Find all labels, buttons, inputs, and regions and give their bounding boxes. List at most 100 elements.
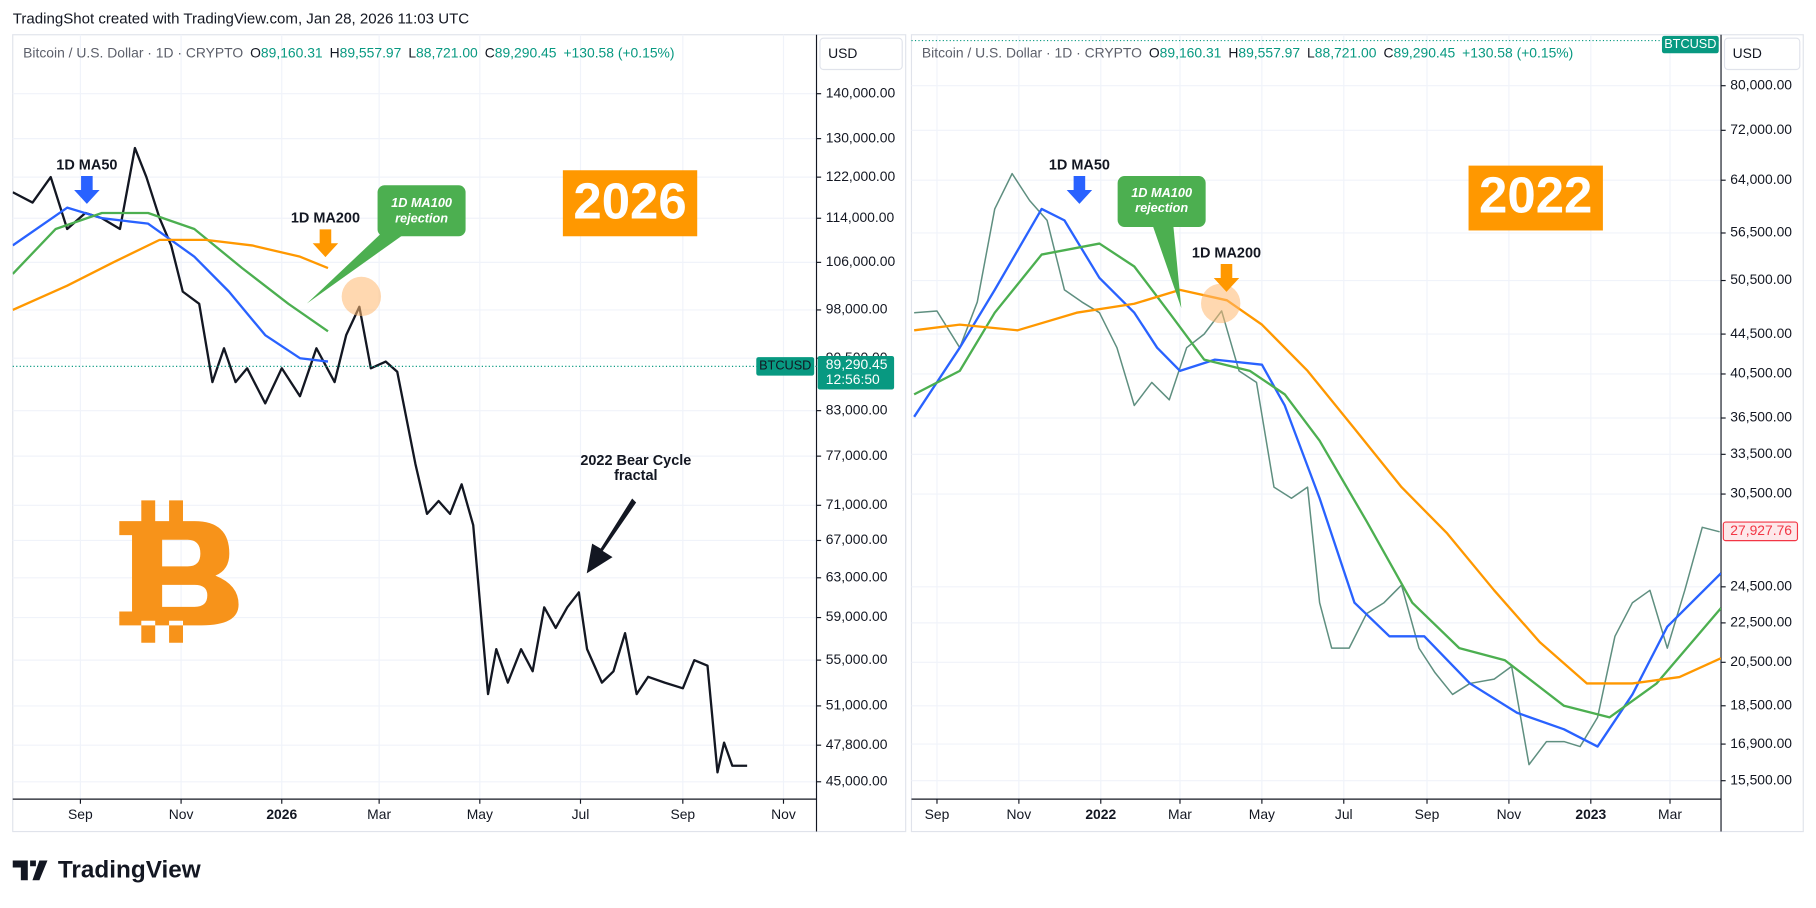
change: +130.58 (+0.15%): [563, 44, 674, 60]
legend-header: Bitcoin / U.S. Dollar · 1D · CRYPTO O89,1…: [922, 44, 1573, 60]
symbol-badge: [1661, 35, 1719, 54]
y-tick-label: 72,000.00: [1730, 121, 1792, 137]
x-tick-label: Jul: [572, 806, 590, 822]
x-tick-label: 2026: [266, 806, 297, 822]
price-badge: [1722, 521, 1799, 542]
y-tick-label: 36,500.00: [1730, 409, 1792, 425]
callout-box: [1117, 176, 1206, 227]
x-tick-label: Mar: [1168, 806, 1192, 822]
series-line: [914, 172, 1720, 766]
x-tick-label: Sep: [1415, 806, 1440, 822]
price-label: 89,290.45: [826, 356, 888, 372]
x-tick-label: Nov: [1497, 806, 1522, 822]
symbol-title: Bitcoin / U.S. Dollar · 1D · CRYPTO: [922, 44, 1142, 60]
y-tick-label: 59,000.00: [826, 608, 888, 624]
callout-label: 1D MA100: [391, 195, 452, 210]
y-tick-label: 30,500.00: [1730, 485, 1792, 501]
callout-label: 1D MA100: [1131, 185, 1192, 200]
symbol-title: Bitcoin / U.S. Dollar · 1D · CRYPTO: [23, 44, 243, 60]
callout-label: rejection: [395, 210, 448, 225]
currency-label: USD: [828, 45, 857, 61]
y-tick-label: 98,000.00: [826, 301, 888, 317]
caption: TradingShot created with TradingView.com…: [13, 11, 470, 28]
ohlc-key: L: [1307, 44, 1315, 60]
ohlc-value: 89,290.45: [495, 44, 557, 60]
panel-frame: [910, 34, 1804, 833]
bitcoin-logo: [119, 500, 239, 643]
legend-header: Bitcoin / U.S. Dollar · 1D · CRYPTO O89,1…: [23, 44, 674, 60]
x-tick-label: Nov: [771, 806, 796, 822]
price-label: 27,927.76: [1730, 522, 1792, 538]
change: +130.58 (+0.15%): [1462, 44, 1573, 60]
x-tick-label: Sep: [68, 806, 93, 822]
y-tick-label: 63,000.00: [826, 568, 888, 584]
fractal-label: fractal: [614, 468, 657, 484]
x-tick-label: May: [1249, 806, 1275, 822]
y-tick-label: 122,000.00: [826, 168, 896, 184]
ohlc-key: C: [485, 44, 495, 60]
symbol-label: BTCUSD: [1664, 36, 1716, 51]
symbol-label: BTCUSD: [759, 358, 811, 373]
x-tick-label: Jul: [1335, 806, 1353, 822]
y-tick-label: 114,000.00: [826, 209, 895, 225]
ohlc-value: 88,721.00: [416, 44, 478, 60]
x-tick-label: 2022: [1085, 806, 1116, 822]
ohlc-value: 89,160.31: [261, 44, 323, 60]
fractal-arrow: [586, 498, 637, 574]
ohlc-value: 89,557.97: [340, 44, 402, 60]
ma200-arrow: [312, 229, 339, 258]
y-tick-label: 22,500.00: [1730, 614, 1792, 630]
callout-tail: [306, 227, 408, 304]
y-tick-label: 16,900.00: [1730, 735, 1792, 751]
ohlc-key: H: [1228, 44, 1238, 60]
callout-label: rejection: [1135, 200, 1188, 215]
chart-right: 80,000.00 72,000.00 64,000.00 56,500.00 50,5…: [910, 34, 1804, 833]
series-line: [12, 146, 748, 774]
year-label: 2026: [573, 172, 686, 229]
x-tick-label: Nov: [1007, 806, 1032, 822]
ohlc-value: 89,160.31: [1160, 44, 1222, 60]
countdown: 12:56:50: [826, 371, 880, 387]
series-line: [913, 242, 1722, 719]
series-line: [12, 238, 329, 311]
year-label: 2022: [1479, 167, 1592, 224]
y-tick-label: 18,500.00: [1730, 696, 1792, 712]
y-tick-label: 80,000.00: [1730, 76, 1792, 92]
brand-icon: [12, 860, 48, 881]
ohlc-key: L: [408, 44, 416, 60]
y-tick-label: 130,000.00: [826, 129, 896, 145]
series-line: [913, 207, 1722, 748]
symbol-badge: [756, 357, 815, 376]
y-tick-label: 140,000.00: [826, 84, 896, 100]
y-tick-label: 50,500.00: [1730, 271, 1792, 287]
series-line: [12, 206, 329, 363]
ma200-label: 1D MA200: [1192, 245, 1261, 261]
year-box: [562, 170, 698, 237]
ma50-arrow: [74, 176, 100, 204]
brand: TradingView: [12, 856, 201, 883]
x-tick-label: May: [467, 806, 493, 822]
y-tick-label: 77,000.00: [826, 447, 888, 463]
ma50-label: 1D MA50: [1049, 157, 1110, 173]
price-badge: [817, 355, 895, 390]
highlight-circle: [341, 276, 382, 317]
x-tick-label: 2023: [1575, 806, 1606, 822]
x-tick-label: Sep: [925, 806, 950, 822]
y-tick-label: 55,000.00: [826, 651, 888, 667]
left-annotations: 2026 1D MA50 1D MA200 1D MA100 rejection…: [56, 157, 698, 643]
ohlc-key: C: [1383, 44, 1393, 60]
ohlc-key: O: [250, 44, 261, 60]
y-tick-label: 56,500.00: [1730, 224, 1792, 240]
y-tick-label: 15,500.00: [1730, 771, 1792, 787]
y-tick-label: 20,500.00: [1730, 653, 1792, 669]
y-tick-label: 64,000.00: [1730, 171, 1792, 187]
y-tick-label: 67,000.00: [826, 531, 888, 547]
y-tick-label: 40,500.00: [1730, 365, 1792, 381]
ohlc-value: 89,290.45: [1393, 44, 1455, 60]
y-tick-label: 33,500.00: [1730, 445, 1792, 461]
series-line: [12, 211, 329, 333]
fractal-label: 2022 Bear Cycle: [580, 453, 691, 469]
ohlc-value: 88,721.00: [1315, 44, 1377, 60]
x-tick-label: Mar: [1658, 806, 1682, 822]
